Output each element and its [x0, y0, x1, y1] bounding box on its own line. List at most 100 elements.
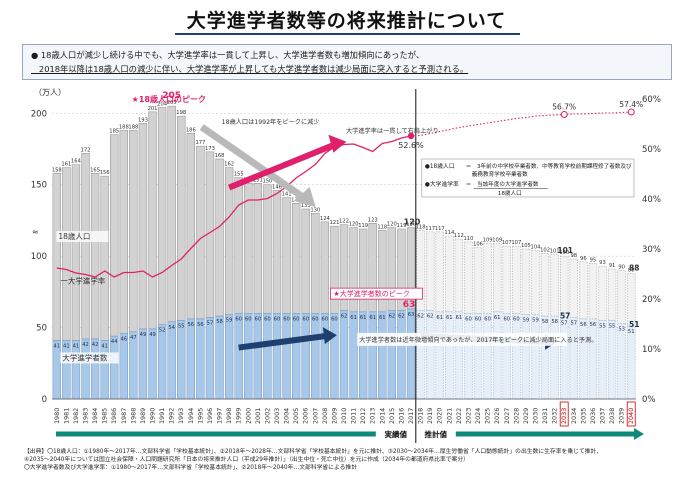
- student-value-label: 62: [341, 313, 348, 319]
- actual-label: 実績値: [385, 429, 408, 439]
- bar-18sai-population: [416, 230, 425, 311]
- student-value-label: 61: [436, 315, 443, 321]
- population-value-label: 188: [128, 124, 138, 130]
- x-tick-label: 2007: [311, 408, 319, 424]
- bar-18sai-population: [311, 213, 320, 314]
- bar-18sai-population: [167, 105, 176, 323]
- student-value-label: 60: [312, 316, 319, 322]
- bar-university-entrants: [177, 320, 186, 400]
- rate-rise-note: 大学進学率は一貫して右肩上がり: [346, 127, 439, 135]
- x-tick-label: 2006: [302, 408, 310, 424]
- summary-text-1: 18歳人口が減少し続ける中でも、大学進学率は一貫して上昇し、大学進学者数も増加傾…: [40, 50, 425, 60]
- bar-18sai-population: [110, 134, 119, 337]
- bar-18sai-population: [320, 221, 330, 314]
- bar-18sai-population: [473, 247, 483, 314]
- population-value-label: 118: [377, 224, 387, 230]
- rate-legend-label: 一大学進学率: [60, 275, 105, 285]
- bar-university-entrants: [196, 318, 205, 400]
- population-legend-bg: [56, 231, 109, 242]
- bar-university-entrants: [110, 335, 119, 400]
- bar-18sai-population: [483, 243, 492, 314]
- student-value-label: 56: [188, 322, 195, 328]
- population-value-label: 177: [195, 140, 205, 146]
- bar-18sai-population: [521, 248, 531, 315]
- student-value-label: 60: [283, 316, 290, 322]
- bar-18sai-population: [129, 130, 138, 333]
- bar-18sai-population: [234, 177, 243, 314]
- definition-text-population: ＝ 3年前の中学校卒業者数、中等教育学校前期課程修了者数及び: [466, 162, 632, 170]
- bar-university-entrants: [119, 333, 128, 400]
- student-value-label: 62: [398, 313, 405, 319]
- student-value-label: 47: [130, 335, 137, 341]
- bar-18sai-population: [157, 107, 167, 325]
- bar-university-entrants: [378, 311, 387, 400]
- student-value-label: 61: [369, 315, 376, 321]
- student-value-label: 62: [427, 313, 434, 319]
- x-tick-label: 2017: [407, 408, 415, 424]
- chart: 158 41 161 41 164 41 172 42 165 42 156 41 185 44 188 46…: [31, 88, 661, 443]
- bar-18sai-population: [378, 230, 387, 313]
- x-tick-label: 2035: [579, 408, 587, 424]
- population-value-label: 109: [483, 237, 493, 243]
- x-tick-label: 2040: [627, 408, 635, 424]
- student-value-label: 61: [494, 315, 501, 321]
- bar-18sai-population: [330, 225, 339, 314]
- bar-18sai-population: [177, 115, 186, 321]
- bar-18sai-population: [119, 130, 128, 334]
- student-value-label: 52: [159, 328, 166, 334]
- source-line-3: 〇大学進学者数及び大学進学率：①1980～2017年…文部科学省「学校基本統計」…: [24, 465, 357, 471]
- x-tick-label: 2028: [512, 408, 520, 424]
- left-tick-label: 150: [31, 181, 47, 191]
- student-value-label: 60: [484, 316, 491, 322]
- pop-2017-label: 120: [404, 218, 421, 227]
- bar-18sai-population: [588, 263, 598, 320]
- bar-18sai-population: [550, 254, 559, 317]
- bar-18sai-population: [493, 243, 502, 313]
- population-value-label: 112: [454, 233, 464, 239]
- peak-students-value: 63: [403, 300, 416, 310]
- student-value-label: 59: [226, 318, 233, 324]
- x-tick-label: 1995: [196, 408, 204, 424]
- x-tick-label: 1996: [206, 408, 214, 424]
- bar-university-entrants: [512, 313, 521, 400]
- student-value-label: 42: [82, 342, 89, 348]
- x-tick-label: 1980: [53, 408, 61, 424]
- students-legend-bg: [60, 352, 119, 364]
- student-value-label: 61: [360, 315, 367, 321]
- x-tick-label: 1989: [139, 408, 147, 424]
- left-tick-label: 200: [31, 109, 47, 119]
- population-value-label: 120: [349, 222, 359, 228]
- x-tick-label: 1987: [120, 408, 128, 424]
- bar-university-entrants: [588, 318, 598, 400]
- left-tick-label: 50: [36, 324, 47, 334]
- rate-label-2040: 57.4%: [619, 100, 643, 109]
- student-value-label: 60: [475, 316, 482, 322]
- bar-university-entrants: [224, 314, 234, 400]
- student-value-label: 58: [551, 319, 558, 325]
- summary-text-2: 2018年以降は18歳人口の減少に伴い、大学進学率が上昇しても大学進学者数は減少…: [38, 64, 469, 74]
- axes: 0 50 100 150 200 0% 10% 20% 30% 40% 50% 60% （万人） ≈198…: [31, 88, 661, 443]
- student-value-label: 41: [101, 343, 108, 349]
- x-tick-label: 2002: [263, 408, 271, 424]
- x-tick-label: 1988: [129, 408, 137, 424]
- bar-university-entrants: [301, 313, 310, 400]
- bar-university-entrants: [598, 320, 607, 400]
- population-value-label: 124: [320, 216, 331, 222]
- bar-18sai-population: [435, 231, 444, 313]
- x-tick-label: 2024: [474, 408, 482, 424]
- population-value-label: 117: [425, 226, 435, 232]
- population-value-label: 193: [138, 117, 148, 123]
- bar-18sai-population: [425, 231, 435, 311]
- bar-university-entrants: [282, 313, 291, 400]
- student-value-label: 59: [532, 318, 539, 324]
- rate-label-2033: 56.7%: [552, 103, 576, 112]
- x-tick-label: 2039: [618, 408, 626, 424]
- students-rise-arrow-head: [322, 327, 337, 345]
- population-value-label: 118: [416, 224, 426, 230]
- rate-rise-arrow-head: [328, 134, 347, 153]
- rate-label-2017: 52.6%: [398, 141, 424, 150]
- x-tick-label: 2038: [608, 408, 616, 424]
- bar-university-entrants: [579, 318, 588, 400]
- x-tick-label: 1985: [101, 408, 109, 424]
- population-value-label: 119: [358, 223, 368, 229]
